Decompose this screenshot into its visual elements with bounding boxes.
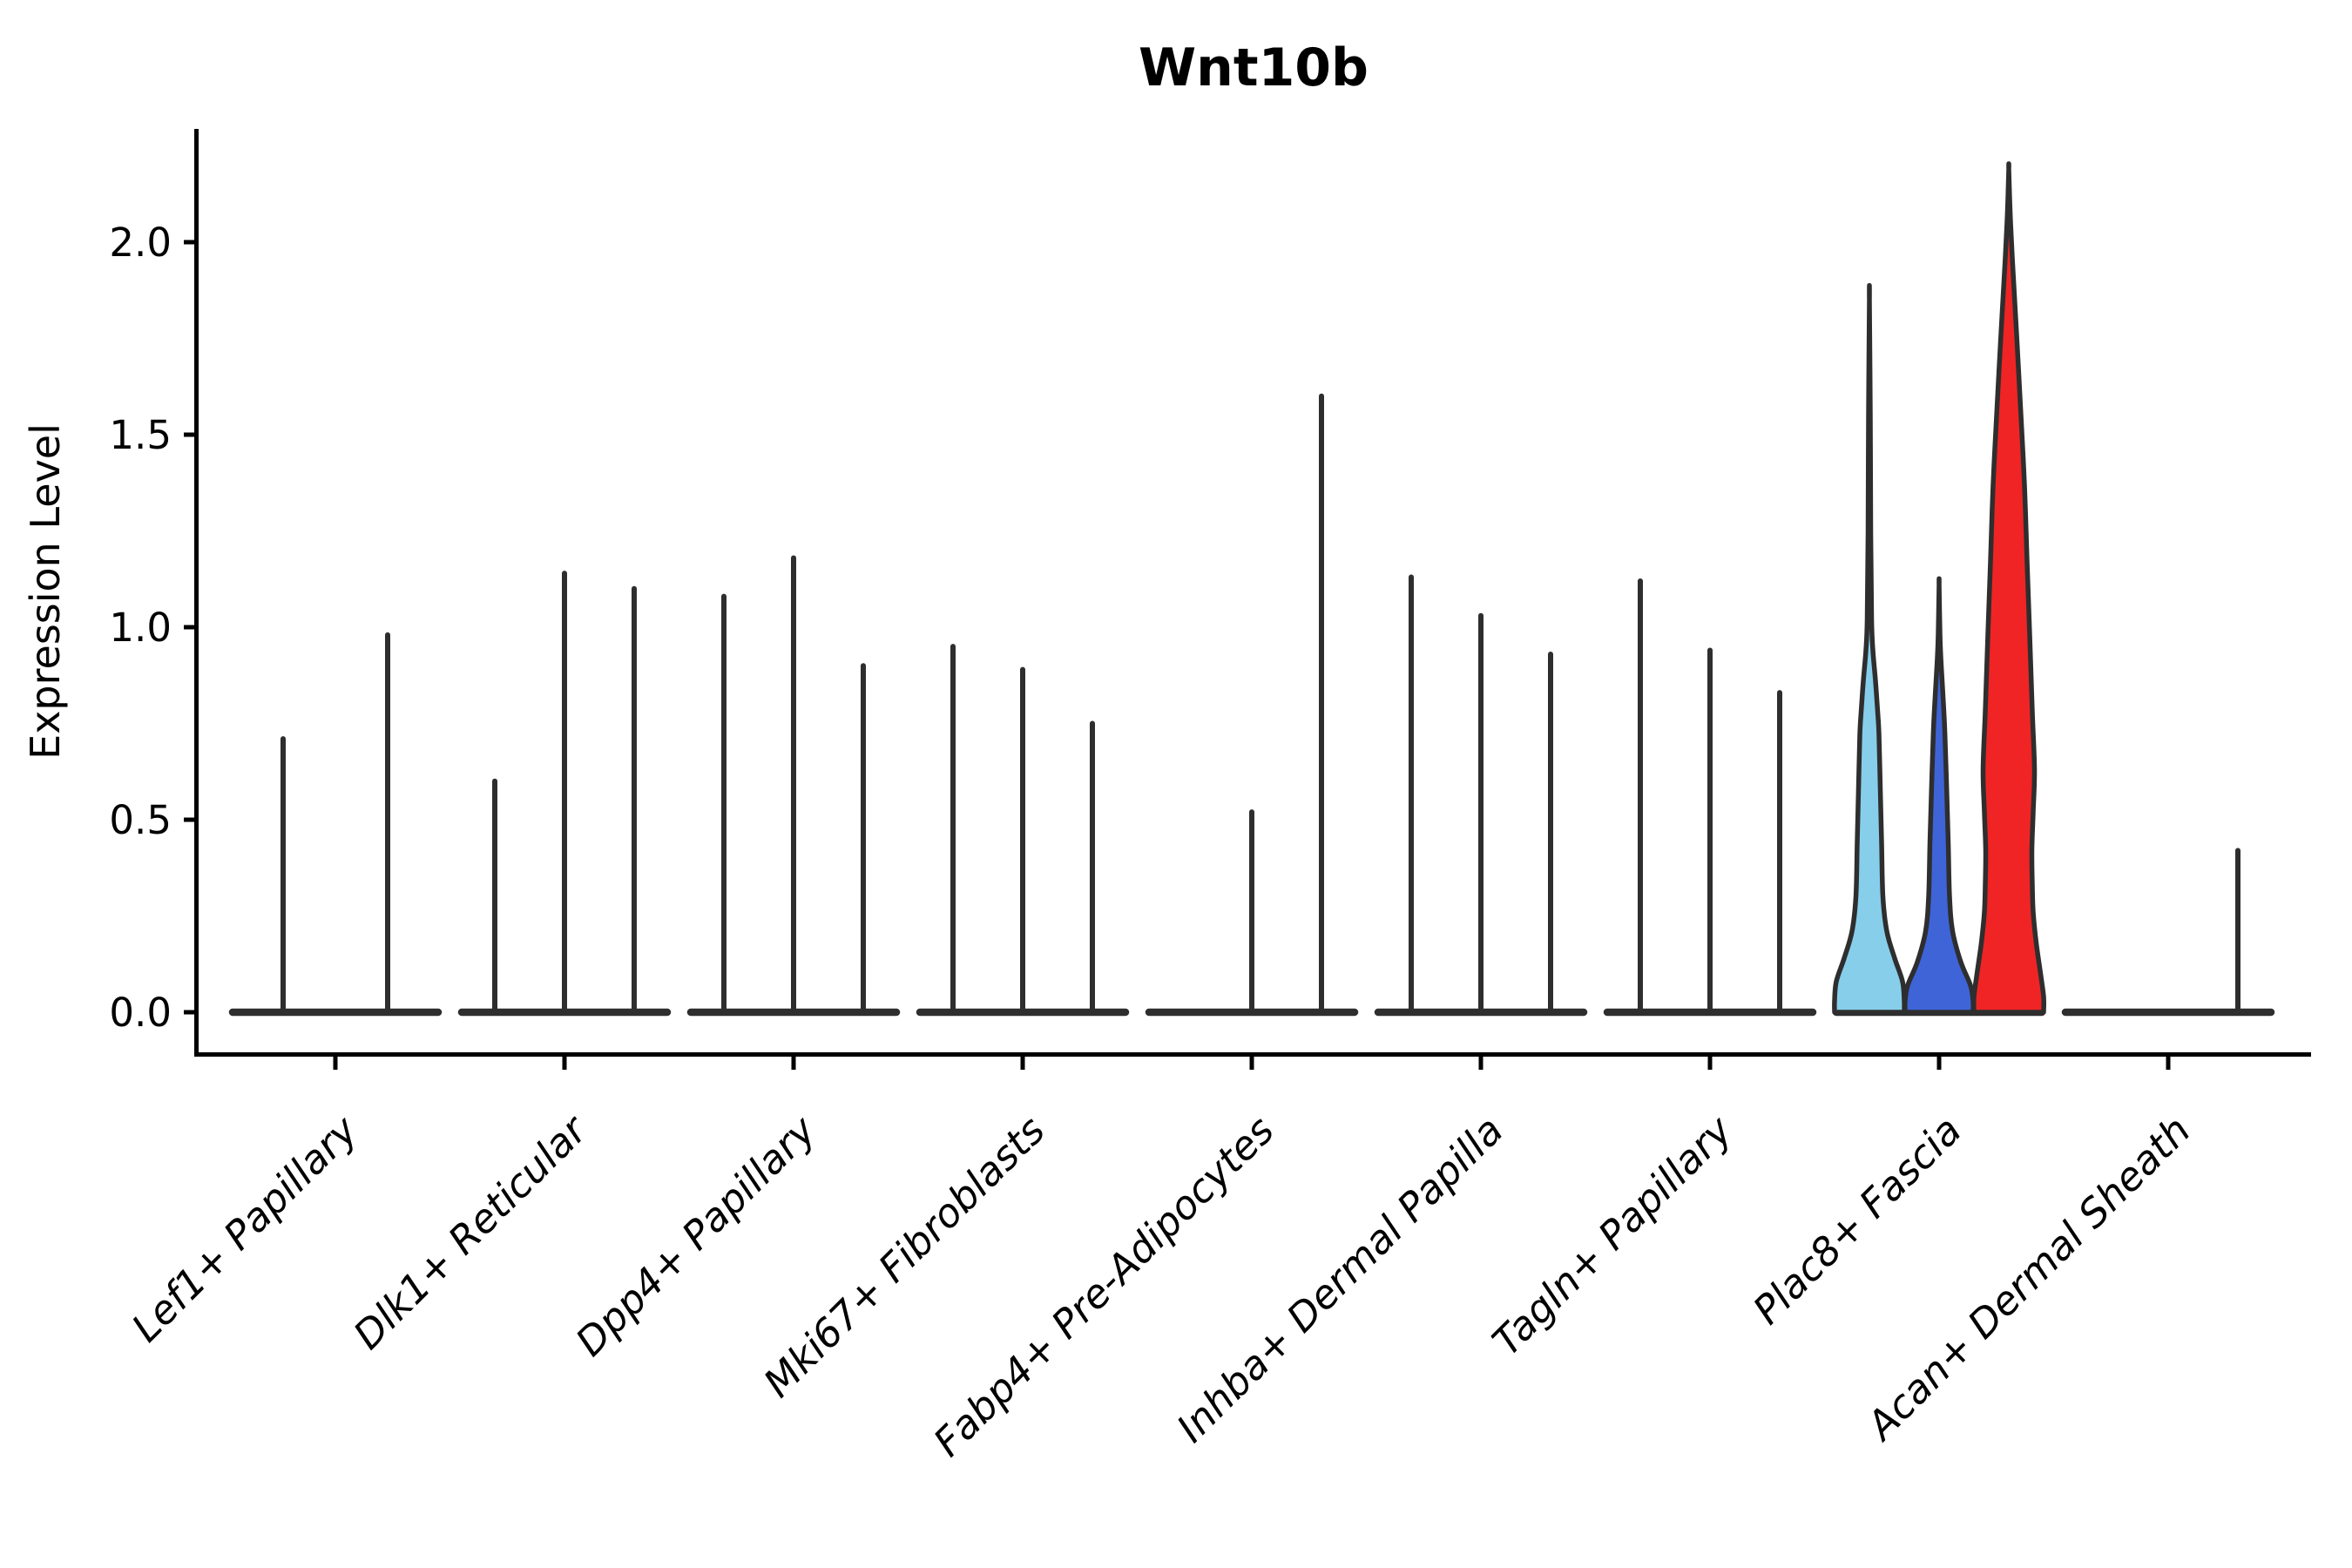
y-tick-label: 0.0 — [109, 990, 172, 1036]
violin-group — [686, 555, 901, 1017]
x-tick-label: Dlk1+ Reticular — [344, 1105, 597, 1358]
violin-group — [1603, 578, 1817, 1017]
x-tick-label: Dpp4+ Papillary — [567, 1106, 826, 1365]
y-tick-label: 1.0 — [109, 605, 172, 651]
y-tick-label: 0.5 — [109, 797, 172, 843]
chart-title: Wnt10b — [1139, 37, 1369, 98]
violin-group — [1145, 393, 1359, 1017]
violin-body — [1970, 161, 2047, 1015]
y-tick-label: 1.5 — [109, 412, 172, 458]
violin-group — [2061, 848, 2275, 1017]
violins-layer — [228, 161, 2275, 1017]
y-axis-label: Expression Level — [22, 423, 69, 760]
violin-body — [1832, 282, 1907, 1015]
violin-group — [1832, 161, 2047, 1017]
violin-group — [916, 644, 1130, 1017]
y-tick-label: 2.0 — [109, 220, 172, 266]
x-tick-label: Plac8+ Fascia — [1744, 1107, 1970, 1334]
violin-group — [228, 632, 443, 1017]
violin-body — [1903, 576, 1976, 1015]
x-tick-label: Lef1+ Papillary — [123, 1106, 368, 1351]
x-tick-label: Tagln+ Papillary — [1484, 1106, 1742, 1365]
y-axis-ticks: 0.0 0.5 1.0 1.5 2.0 — [109, 220, 197, 1036]
violin-group — [1374, 574, 1588, 1017]
violin-group — [457, 571, 672, 1017]
